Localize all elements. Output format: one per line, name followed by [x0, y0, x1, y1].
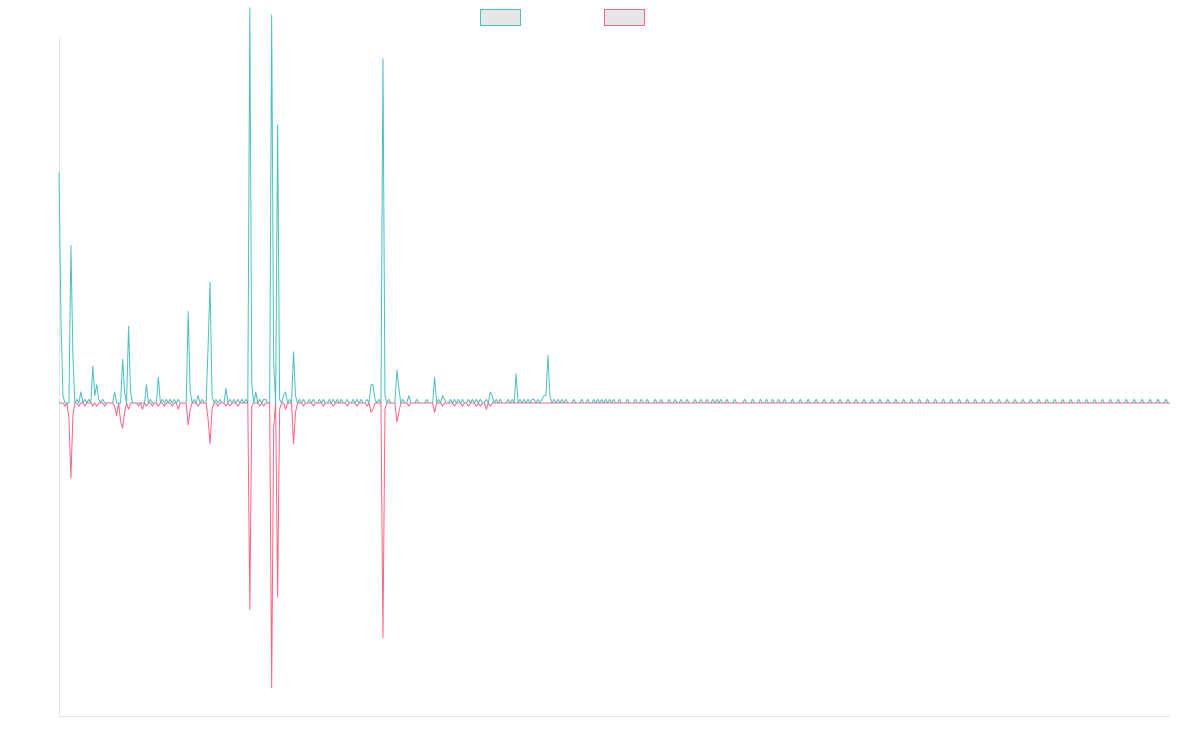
series-2-line	[59, 402, 1170, 689]
series-layer	[58, 7, 1170, 689]
legend	[480, 9, 645, 26]
legend-swatch-series-1[interactable]	[480, 9, 521, 26]
series-1-line	[58, 7, 1170, 404]
legend-swatch-series-2[interactable]	[604, 9, 645, 26]
